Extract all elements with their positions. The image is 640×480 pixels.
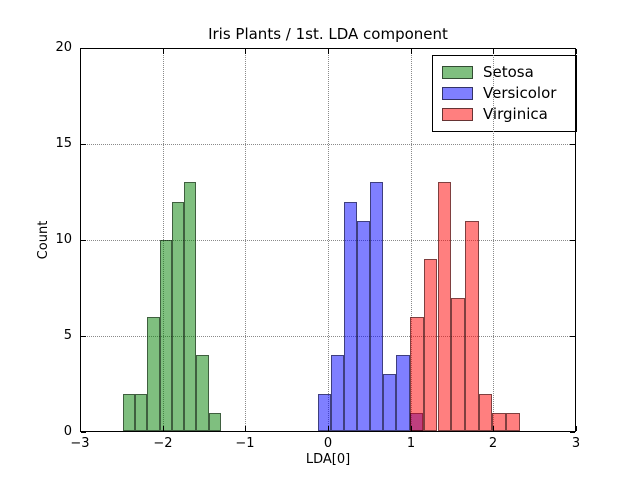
- x-tick-mark: [576, 426, 577, 431]
- y-tick-label: 10: [55, 232, 72, 247]
- y-gridline: [81, 240, 574, 241]
- x-tick-mark-top: [80, 49, 81, 54]
- histogram-bar-versicolor: [396, 355, 410, 431]
- y-gridline: [81, 144, 574, 145]
- legend-swatch-virginica: [442, 108, 473, 121]
- x-tick-label: 1: [406, 436, 416, 451]
- legend-item: Setosa: [442, 62, 576, 83]
- legend-label: Versicolor: [483, 84, 557, 102]
- histogram-bar-virginica: [478, 393, 493, 431]
- x-tick-mark-top: [163, 49, 164, 54]
- legend-label: Setosa: [483, 63, 534, 81]
- x-tick-mark: [163, 426, 164, 431]
- x-tick-mark-top: [245, 49, 246, 54]
- histogram-bar-versicolor: [357, 220, 371, 431]
- legend: Setosa Versicolor Virginica: [432, 55, 577, 132]
- x-tick-label: 3: [571, 436, 581, 451]
- x-gridline: [493, 49, 495, 430]
- histogram-bar-versicolor: [383, 374, 397, 431]
- x-tick-label: −3: [70, 436, 90, 451]
- x-tick-mark: [328, 426, 329, 431]
- histogram-bar-versicolor: [331, 355, 345, 431]
- y-gridline: [81, 336, 574, 337]
- histogram-bar-versicolor: [317, 393, 331, 431]
- histogram-bar-versicolor: [344, 201, 358, 431]
- y-tick-mark-right: [570, 240, 575, 241]
- x-tick-mark: [411, 426, 412, 431]
- x-tick-label: −2: [153, 436, 173, 451]
- x-tick-label: 0: [323, 436, 333, 451]
- histogram-bar-virginica: [506, 412, 520, 431]
- x-tick-mark-top: [493, 49, 494, 54]
- histogram-bar-virginica: [464, 220, 479, 431]
- legend-swatch-setosa: [442, 66, 473, 79]
- x-gridline: [245, 49, 247, 430]
- histogram-bar-setosa: [134, 393, 148, 431]
- histogram-bar-virginica: [437, 182, 452, 431]
- histogram-bar-virginica: [492, 412, 507, 431]
- x-axis-label: LDA[0]: [305, 452, 351, 467]
- y-tick-mark: [81, 240, 86, 241]
- legend-item: Virginica: [442, 104, 576, 125]
- x-gridline: [410, 49, 412, 430]
- y-tick-label: 20: [55, 40, 72, 55]
- histogram-bar-setosa: [147, 316, 160, 431]
- histogram-bar-versicolor: [370, 182, 384, 431]
- y-tick-mark-right: [570, 48, 575, 49]
- histogram-bar-setosa: [159, 240, 172, 431]
- y-tick-label: 0: [63, 424, 72, 439]
- histogram-bar-setosa: [122, 393, 135, 431]
- chart-title: Iris Plants / 1st. LDA component: [208, 25, 448, 43]
- histogram-bar-setosa: [196, 355, 209, 431]
- x-tick-mark-top: [328, 49, 329, 54]
- y-tick-mark: [81, 48, 86, 49]
- y-tick-mark-right: [570, 144, 575, 145]
- x-gridline: [162, 49, 164, 430]
- y-tick-mark-right: [570, 432, 575, 433]
- x-tick-label: 2: [488, 436, 498, 451]
- histogram-bar-setosa: [171, 201, 185, 431]
- y-tick-mark: [81, 144, 86, 145]
- histogram-bar-virginica: [451, 297, 465, 431]
- legend-swatch-versicolor: [442, 87, 473, 100]
- y-tick-mark-right: [570, 336, 575, 337]
- y-tick-mark: [81, 336, 86, 337]
- y-tick-label: 5: [63, 328, 72, 343]
- histogram-bar-virginica: [410, 316, 424, 431]
- y-tick-mark: [81, 432, 86, 433]
- y-tick-label: 15: [55, 136, 72, 151]
- x-tick-label: −1: [235, 436, 255, 451]
- x-tick-mark: [80, 426, 81, 431]
- x-tick-mark-top: [411, 49, 412, 54]
- x-tick-mark: [493, 426, 494, 431]
- x-tick-mark: [245, 426, 246, 431]
- histogram-bar-setosa: [208, 412, 221, 431]
- histogram-bar-virginica: [423, 259, 438, 431]
- x-gridline: [328, 49, 329, 430]
- legend-item: Versicolor: [442, 83, 576, 104]
- legend-label: Virginica: [483, 105, 548, 123]
- histogram-bar-setosa: [184, 182, 197, 431]
- x-tick-mark-top: [576, 49, 577, 54]
